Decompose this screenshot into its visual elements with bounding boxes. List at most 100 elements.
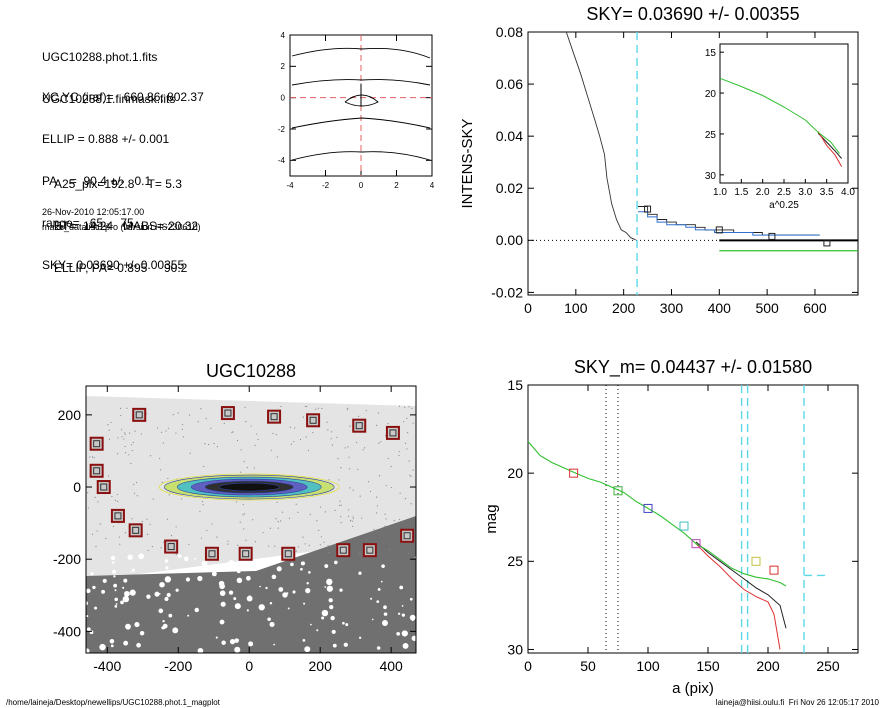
image-mask-hole [101, 589, 106, 594]
image-noise-dot [408, 406, 410, 408]
info-fit-lines: XC,YC (iraf)= 660.86, 802.37 ELLIP = 0.8… [42, 62, 204, 286]
image-sky-box [164, 539, 179, 554]
image-mask-hole [258, 604, 265, 611]
image-noise-dot [200, 537, 203, 539]
image-noise-dot [294, 427, 296, 429]
image-mask-hole [158, 592, 161, 595]
image-noise-dot [346, 409, 348, 411]
image-mask-hole [411, 618, 415, 622]
image-noise-dot [240, 471, 242, 473]
image-noise-dot [348, 456, 350, 458]
contour-line [344, 94, 379, 107]
image-mask-hole [177, 554, 182, 558]
image-noise-dot [403, 421, 405, 423]
image-noise-dot [227, 543, 229, 545]
image-noise-dot [277, 527, 279, 529]
image-sky-box [306, 413, 321, 428]
image-noise-dot [339, 500, 341, 502]
footer-user: laineja@hiisi.oulu.fi Fri Nov 26 12:05:1… [715, 698, 879, 707]
inset-plot-ytick-label: 30 [705, 171, 717, 182]
image-noise-dot [352, 516, 354, 518]
image-noise-dot [242, 514, 244, 516]
mag-plot-xtick-label: 250 [816, 658, 840, 674]
image-noise-dot [380, 441, 382, 443]
image-mask-hole [114, 597, 118, 602]
contour-line [291, 79, 431, 86]
image-mask-hole [219, 590, 226, 596]
image-noise-dot [275, 434, 277, 436]
image-noise-dot [288, 517, 291, 519]
image-noise-dot [309, 513, 311, 515]
image-mask-hole [136, 642, 141, 648]
mag-plot-xlabel: a (pix) [672, 680, 714, 697]
image-noise-dot [410, 475, 412, 477]
image-noise-dot [128, 454, 130, 456]
info-line: ELLIP = 0.888 +/- 0.001 [42, 132, 170, 146]
image-noise-dot [95, 545, 97, 548]
image-noise-dot [348, 468, 351, 470]
inset-plot-xtick-label: 2.5 [777, 187, 791, 198]
image-noise-dot [123, 438, 125, 440]
image-sky-box-inner [270, 413, 278, 421]
sky-plot-xtick-label: 0 [524, 300, 532, 316]
image-noise-dot [338, 504, 340, 507]
image-mask-hole [234, 603, 241, 610]
image-noise-dot [306, 405, 308, 408]
image-mask-hole [114, 589, 117, 592]
image-noise-dot [210, 427, 212, 429]
image-noise-dot [197, 421, 199, 423]
info-line: UGC10288.1.finmask.fits [42, 92, 176, 106]
image-noise-dot [94, 496, 96, 498]
contour-line [291, 47, 431, 59]
image-noise-dot [117, 500, 119, 503]
image-noise-dot [361, 517, 363, 519]
info-line: SKY= 0.03690 +/- 0.00355 [42, 258, 185, 272]
image-noise-dot [237, 544, 239, 546]
image-noise-dot [398, 518, 401, 521]
image-noise-dot [206, 529, 208, 532]
image-noise-dot [412, 422, 414, 424]
image-noise-dot [357, 468, 359, 470]
image-noise-dot [232, 431, 234, 433]
image-mask-hole [246, 609, 249, 612]
image-noise-dot [175, 432, 177, 434]
image-mask-hole [164, 596, 169, 602]
image-mask-hole [276, 566, 282, 572]
image-noise-dot [140, 433, 142, 435]
image-mask-hole [273, 643, 275, 646]
image-noise-dot [108, 429, 110, 431]
image-mask-hole [99, 643, 106, 651]
image-sky-box-inner [224, 409, 232, 417]
image-noise-dot [108, 438, 111, 440]
image-mask-hole [329, 605, 334, 610]
inset-plot-ytick-label: 15 [705, 48, 717, 59]
inset-plot-xtick-label: 3.5 [820, 187, 834, 198]
image-noise-dot [318, 529, 320, 531]
image-noise-dot [257, 438, 259, 441]
image-sky-box [238, 546, 253, 561]
image-mask-hole [383, 612, 388, 616]
image-mask-hole [109, 638, 115, 644]
image-noise-dot [262, 531, 264, 534]
image-noise-dot [408, 460, 410, 462]
contour-plot-xtick-label: -4 [286, 181, 294, 190]
image-mask-hole [124, 590, 130, 597]
image-noise-dot [359, 495, 361, 497]
image-mask-hole [376, 600, 380, 604]
image-mask-hole [197, 647, 204, 653]
image-noise-dot [320, 536, 322, 538]
image-mask-hole [304, 646, 311, 653]
image-noise-dot [406, 448, 408, 450]
mag-plot-black-line [695, 541, 787, 629]
image-mask-hole [86, 627, 91, 632]
image-noise-dot [410, 503, 412, 505]
image-mask-hole [342, 621, 345, 625]
image-noise-dot [387, 457, 389, 460]
image-noise-dot [182, 423, 184, 426]
image-mask-hole [411, 635, 416, 641]
image-noise-dot [368, 481, 370, 483]
image-mask-hole [115, 603, 118, 605]
image-mask-hole [233, 597, 237, 601]
image-sky-box [132, 407, 147, 422]
